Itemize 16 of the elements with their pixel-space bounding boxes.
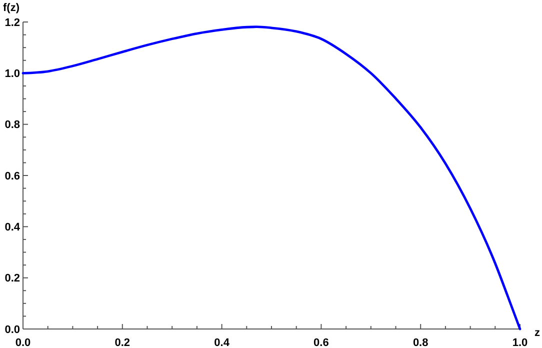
y-axis-title: f(z) bbox=[3, 2, 20, 14]
y-tick-label: 0.2 bbox=[4, 272, 20, 285]
y-tick-label: 0.4 bbox=[4, 222, 21, 234]
y-tick-label: 0.6 bbox=[4, 170, 20, 182]
x-tick-label: 0.2 bbox=[114, 337, 130, 348]
line-series bbox=[22, 26, 522, 330]
x-tick-label: 1.0 bbox=[512, 337, 528, 348]
x-tick-label: 0.0 bbox=[15, 337, 31, 348]
y-tick-label: 0.8 bbox=[4, 119, 20, 132]
y-tick-label: 1.0 bbox=[4, 68, 20, 80]
x-tick-label: 0.4 bbox=[214, 337, 230, 348]
y-tick-label: 1.2 bbox=[4, 16, 20, 29]
x-axis-title: z bbox=[534, 327, 540, 339]
x-tick-label: 0.6 bbox=[314, 337, 329, 348]
x-tick-label: 0.8 bbox=[412, 337, 428, 348]
y-tick-label: 0.0 bbox=[4, 324, 20, 336]
